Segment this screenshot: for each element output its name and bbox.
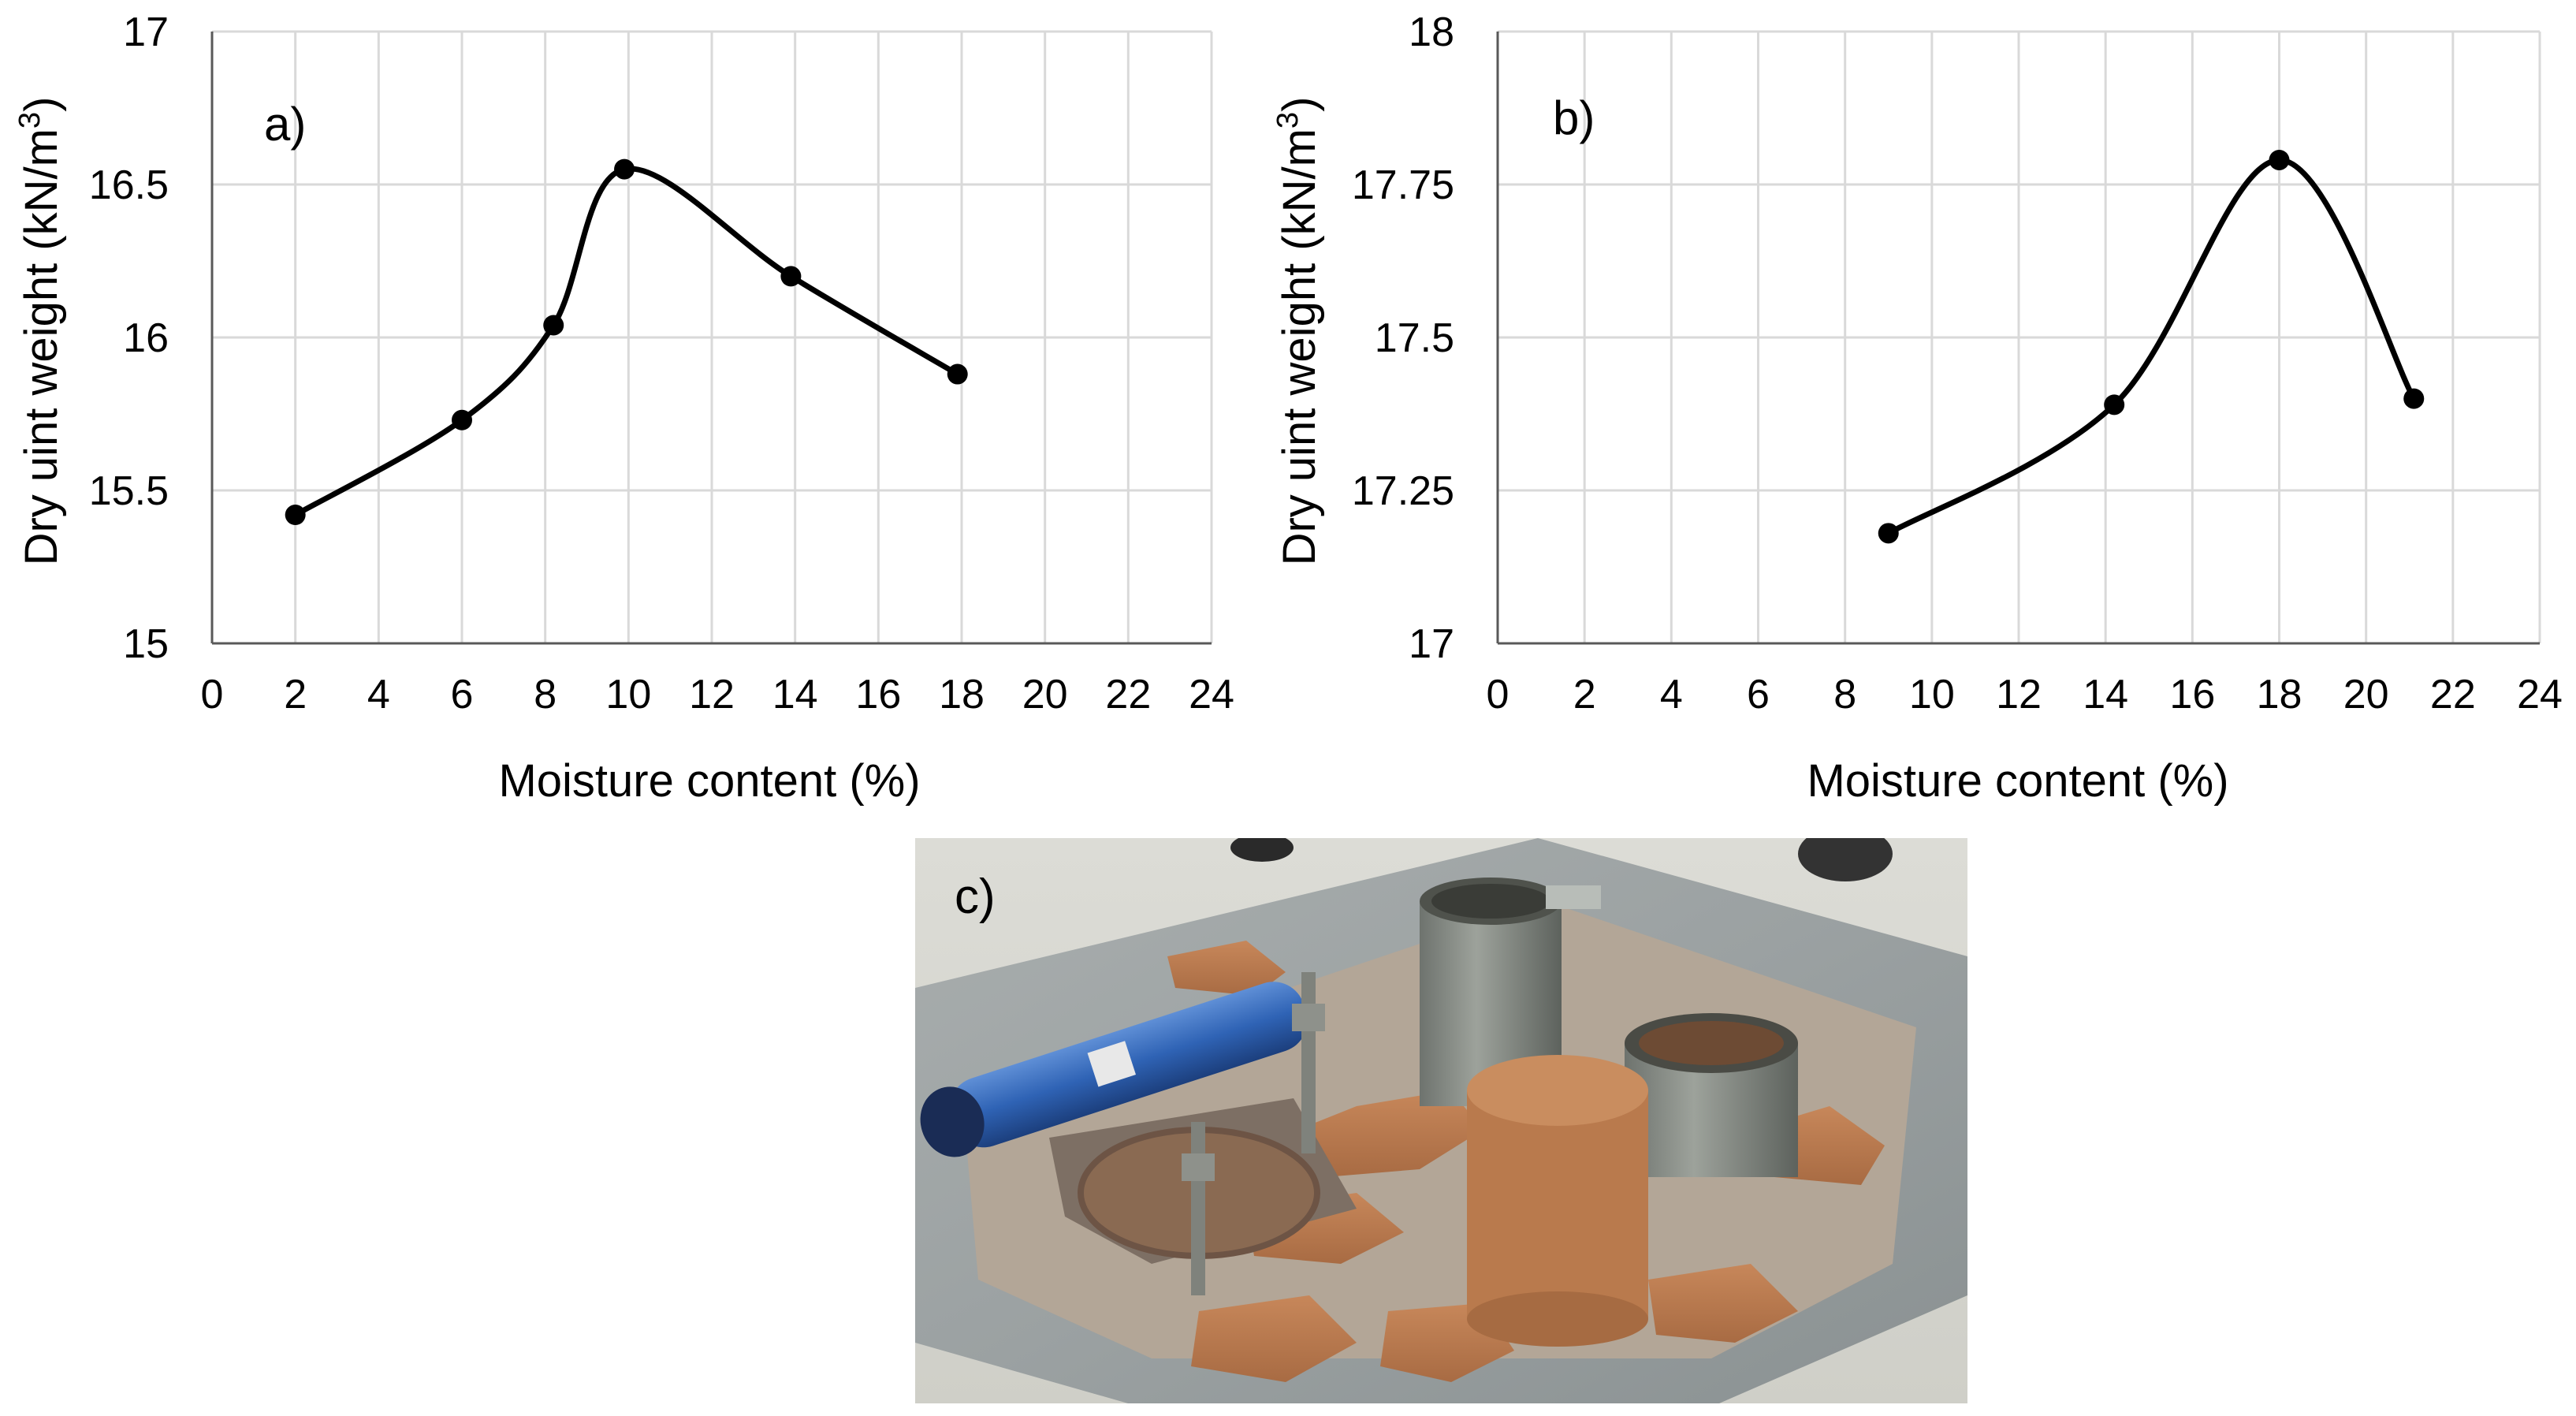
chart-a-y-axis-title: Dry uint weight (kN/m3): [13, 97, 67, 566]
chart-b-x-tick-label: 20: [2343, 672, 2389, 717]
chart-a-data-point: [614, 158, 635, 180]
chart-b-x-tick-label: 0: [1487, 672, 1509, 717]
chart-a-x-tick-label: 10: [605, 672, 651, 717]
chart-a-y-axis-title-end: ): [16, 97, 67, 112]
chart-a-x-tick-label: 6: [451, 672, 474, 717]
chart-b-axes: [1496, 32, 2540, 645]
chart-b-x-tick-label: 18: [2257, 672, 2302, 717]
photo-compaction-tray: c): [915, 838, 1967, 1403]
chart-b-y-tick-label: 17: [1409, 621, 1454, 667]
chart-b-y-tick-label: 17.75: [1352, 162, 1454, 208]
chart-a-x-tick-label: 22: [1105, 672, 1151, 717]
chart-b-y-axis-title: Dry uint weight (kN/m3): [1271, 97, 1325, 566]
chart-a-data-point: [285, 505, 306, 526]
chart-b-data-point: [2269, 149, 2290, 170]
chart-a-x-tick-label: 8: [534, 672, 557, 717]
chart-b-x-tick-label: 10: [1909, 672, 1955, 717]
chart-b-grid: [1496, 30, 2541, 645]
chart-a-x-tick-label: 16: [855, 672, 901, 717]
chart-a-data-point: [452, 409, 472, 430]
chart-a-points: [285, 158, 968, 526]
chart-b-x-tick-label: 6: [1747, 672, 1770, 717]
chart-b-y-axis-title-main: Dry uint weight (kN/m: [1274, 129, 1325, 565]
chart-b-y-tick-label: 17.5: [1375, 315, 1454, 361]
chart-a-yticks: 15 15.5 16 16.5 17: [89, 9, 169, 667]
chart-a-y-tick-label: 15: [123, 621, 169, 667]
chart-a-y-axis-title-main: Dry uint weight (kN/m: [16, 129, 67, 565]
chart-b-xticks: 0 2 4 6 8 10 12 14 16 18 20 22 24: [1487, 672, 2563, 717]
chart-a-series-line: [293, 166, 959, 518]
chart-a-y-axis-title-sup: 3: [13, 112, 47, 129]
chart-b-y-axis-title-sup: 3: [1271, 112, 1305, 129]
photo-panel-label: c): [955, 870, 996, 924]
chart-a-panel-label: a): [264, 98, 306, 151]
chart-a-data-point: [947, 363, 968, 385]
chart-a-x-tick-label: 18: [939, 672, 985, 717]
chart-a-data-point: [543, 315, 564, 336]
chart-b-panel-label: b): [1553, 91, 1595, 144]
chart-b: 0 2 4 6 8 10 12 14 16 18 20 22 24 1717.2517.517.7518…: [1271, 9, 2563, 807]
chart-b-x-tick-label: 22: [2430, 672, 2476, 717]
chart-a-data-point: [780, 266, 802, 287]
chart-b-y-axis-title-end: ): [1274, 97, 1325, 112]
chart-b-y-tick-label: 18: [1409, 9, 1454, 55]
chart-b-data-point: [1878, 523, 1899, 544]
chart-a-x-axis-title: Moisture content (%): [498, 755, 920, 807]
chart-b-x-tick-label: 2: [1573, 672, 1596, 717]
chart-a-x-tick-label: 0: [201, 672, 224, 717]
chart-a-x-tick-label: 2: [284, 672, 307, 717]
chart-b-data-point: [2104, 394, 2125, 415]
chart-b-x-tick-label: 14: [2083, 672, 2128, 717]
chart-a-grid: [210, 30, 1213, 645]
chart-a-xticks: 0 2 4 6 8 10 12 14 16 18 20 22 24: [201, 672, 1234, 717]
chart-a-y-tick-label: 16.5: [89, 162, 169, 208]
chart-b-x-tick-label: 4: [1660, 672, 1683, 717]
chart-a-y-tick-label: 17: [123, 9, 169, 55]
chart-b-x-tick-label: 12: [1996, 672, 2042, 717]
chart-a-x-tick-label: 14: [772, 672, 818, 717]
chart-b-data-point: [2403, 388, 2425, 409]
chart-a-y-tick-label: 16: [123, 315, 169, 361]
chart-b-x-axis-title: Moisture content (%): [1807, 755, 2228, 807]
chart-b-x-tick-label: 24: [2517, 672, 2563, 717]
chart-a-x-tick-label: 4: [367, 672, 390, 717]
photo-panel: c): [915, 838, 1967, 1403]
chart-b-series-line: [1887, 157, 2417, 536]
chart-a-x-tick-label: 24: [1189, 672, 1234, 717]
chart-a-y-tick-label: 15.5: [89, 468, 169, 514]
chart-a-x-tick-label: 12: [689, 672, 735, 717]
chart-b-x-tick-label: 16: [2169, 672, 2215, 717]
chart-b-points: [1878, 149, 2425, 544]
chart-a-axes: [210, 32, 1212, 645]
chart-b-yticks: 17 17.25 17.5 17.75 18: [1352, 9, 1454, 667]
chart-b-x-tick-label: 8: [1833, 672, 1856, 717]
chart-b-y-tick-label: 17.25: [1352, 468, 1454, 514]
chart-a-x-tick-label: 20: [1022, 672, 1068, 717]
